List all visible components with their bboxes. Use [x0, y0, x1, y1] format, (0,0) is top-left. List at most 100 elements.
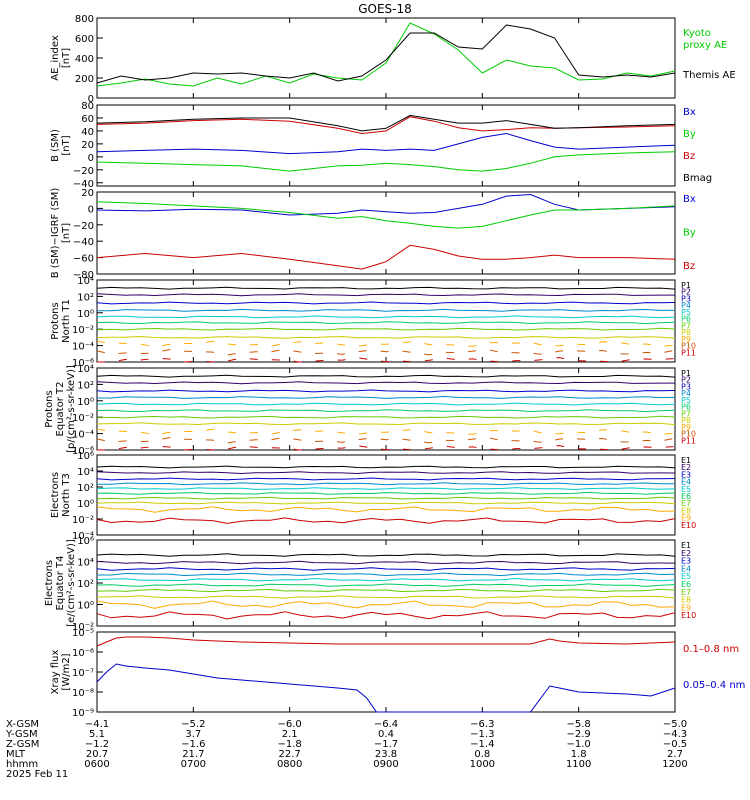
flux-channel-line [96, 501, 676, 505]
x-col-value: −4.3 [663, 729, 687, 740]
channel-label: P8 [681, 328, 691, 337]
y-axis-label: B (SM) [nT] [50, 129, 72, 162]
panel-frame [96, 104, 676, 187]
channel-label: P3 [681, 382, 691, 391]
y-tick-label: 0 [88, 153, 94, 164]
y-tick-label: 10⁻⁵ [72, 628, 94, 639]
y-axis-label: B (SM)−IGRF (SM) [nT] [50, 188, 72, 279]
y-axis-label-line: North T3 [61, 473, 72, 517]
flux-channel-line [96, 402, 676, 406]
series-line-bsm-3 [96, 114, 676, 132]
channel-label: E1 [681, 541, 691, 550]
channel-label: P9 [681, 335, 691, 344]
x-col-value: −5.0 [663, 719, 687, 730]
y-tick-label: 800 [75, 14, 94, 25]
channel-label: P11 [681, 348, 696, 357]
channel-label: E5 [681, 572, 691, 581]
y-tick-label: 80 [81, 101, 94, 112]
x-col-value: 0800 [277, 759, 302, 770]
flux-channel-line [96, 517, 676, 524]
figure-title: GOES-18 [358, 2, 412, 16]
channel-label: P1 [681, 281, 691, 290]
channel-label: E8 [681, 596, 691, 605]
y-tick-label: 40 [81, 127, 94, 138]
flux-channel-line [96, 553, 676, 557]
y-tick-label: 200 [75, 74, 94, 85]
series-line-ae-0 [96, 22, 676, 87]
y-tick-label: 0 [88, 204, 94, 215]
flux-channel-line [96, 588, 676, 593]
flux-channel-line [96, 374, 676, 378]
y-tick-label: 10⁻² [72, 622, 94, 633]
series-line-xray-1 [96, 663, 676, 713]
legend-label: Bx [683, 107, 696, 118]
x-col-value: 1100 [566, 759, 591, 770]
y-axis-label-line: [nT] [61, 48, 72, 68]
channel-label: P4 [681, 389, 691, 398]
legend-label: 0.05–0.4 nm [683, 680, 745, 691]
channel-label: E2 [681, 549, 691, 558]
y-tick-label: 600 [75, 34, 94, 45]
y-tick-label: 10⁻⁶ [72, 446, 94, 457]
y-axis-label: Electrons North T3 [50, 472, 72, 518]
y-tick-label: −60 [73, 254, 94, 265]
flux-channel-line [96, 436, 676, 444]
y-axis-label-line: AE_index [50, 35, 61, 81]
y-tick-label: 10⁴ [77, 276, 94, 287]
channel-label: P1 [681, 369, 691, 378]
x-col-value: −1.2 [85, 739, 109, 750]
flux-channel-line [96, 465, 676, 469]
flux-channel-line [96, 496, 676, 500]
x-col-value: 1.8 [571, 749, 587, 760]
channel-label: E4 [681, 564, 691, 573]
y-tick-label: 10⁻⁶ [72, 358, 94, 369]
flux-channel-line [96, 327, 676, 331]
legend-label: 0.1–0.8 nm [683, 644, 739, 655]
flux-channel-line [96, 340, 676, 348]
flux-channel-line [96, 415, 676, 419]
y-tick-label: 0 [88, 94, 94, 105]
channel-label: P8 [681, 416, 691, 425]
channel-label: E3 [681, 557, 691, 566]
x-col-value: −4.1 [85, 719, 109, 730]
y-axis-label-line: Protons [44, 390, 55, 427]
y-tick-label: 10² [77, 579, 94, 590]
channel-label: E10 [681, 521, 696, 530]
panel-bigrf: 200−20−40−60−80B (SM)−IGRF (SM) [nT]BxByB… [50, 188, 696, 281]
x-col-value: −1.3 [470, 729, 494, 740]
y-tick-label: 10⁻² [72, 413, 94, 424]
y-axis-label-line: Electrons [44, 560, 55, 606]
x-col-value: 0700 [181, 759, 206, 770]
flux-channel-line [96, 567, 676, 571]
x-date-label: 2025 Feb 11 [6, 769, 68, 780]
channel-label: E7 [681, 499, 691, 508]
y-axis-label-line: North T1 [61, 299, 72, 343]
channel-label: P5 [681, 308, 691, 317]
x-row-label: Z-GSM [6, 739, 39, 750]
channel-label: P9 [681, 423, 691, 432]
y-tick-label: 10⁰ [77, 499, 94, 510]
flux-channel-line [96, 471, 676, 475]
flux-channel-line [96, 301, 676, 305]
x-col-value: 0600 [84, 759, 109, 770]
y-axis-label: Xray flux [W/m2] [50, 650, 72, 695]
y-axis-label-line: [e/(cm²-s-sr-keV)] [66, 539, 77, 627]
panel-frame [96, 367, 676, 451]
y-axis-label-line: B (SM)−IGRF (SM) [50, 188, 61, 279]
legend-label: proxy AE [683, 40, 727, 51]
series-line-bsm-1 [96, 151, 676, 172]
flux-channel-line [96, 315, 676, 319]
y-axis-label: Protons Equator T2 [p/(cm²-s-sr-keV)] [44, 365, 77, 453]
y-axis-label: Electrons Equator T4 [e/(cm²-s-sr-keV)] [44, 539, 77, 627]
legend-label: Bz [683, 261, 695, 272]
y-tick-label: 400 [75, 54, 94, 65]
y-tick-label: −40 [73, 179, 94, 190]
y-axis-label: Protons North T1 [50, 299, 72, 343]
channel-label: E1 [681, 456, 691, 465]
flux-channel-line [96, 577, 676, 582]
flux-channel-line [96, 491, 676, 495]
y-tick-label: 10⁰ [77, 309, 94, 320]
